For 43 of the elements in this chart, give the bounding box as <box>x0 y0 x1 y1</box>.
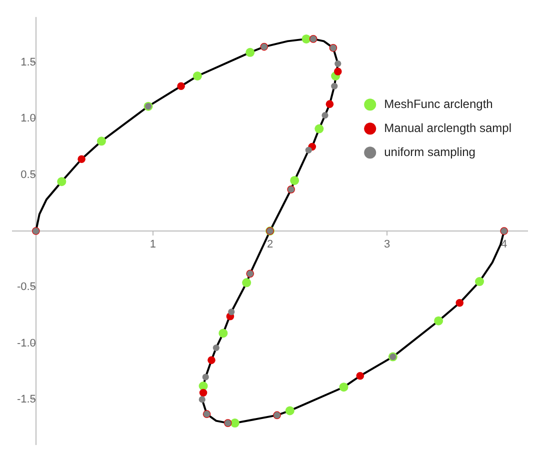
point <box>57 177 66 186</box>
point <box>208 356 216 364</box>
point <box>177 82 185 90</box>
y-tick-label: 0.5 <box>20 168 36 181</box>
point <box>202 374 209 380</box>
point <box>192 72 202 81</box>
point <box>314 124 324 134</box>
point <box>199 388 208 397</box>
point <box>475 277 484 286</box>
point <box>434 316 444 326</box>
point <box>326 100 334 108</box>
point <box>246 48 255 57</box>
legend-label: MeshFunc arclength <box>384 96 493 111</box>
point <box>302 34 311 44</box>
point <box>356 372 364 380</box>
x-tick-label: 1 <box>150 238 156 251</box>
point <box>78 155 86 164</box>
point <box>305 146 312 154</box>
y-tick-label: -1.5 <box>16 394 36 406</box>
point <box>198 396 206 403</box>
x-tick-label: 2 <box>266 238 274 251</box>
legend-label: uniform sampling <box>384 144 476 159</box>
y-tick-label: -0.5 <box>16 281 36 294</box>
point <box>212 344 220 352</box>
point <box>230 418 240 428</box>
x-tick-label: 3 <box>384 238 390 251</box>
y-tick-label: 1.0 <box>20 112 36 125</box>
point <box>322 112 328 119</box>
point <box>285 406 294 416</box>
point <box>339 382 348 392</box>
point <box>331 82 338 90</box>
legend-label: Manual arclength sampl <box>384 120 512 135</box>
x-tick-label: 4 <box>501 238 508 251</box>
point <box>334 60 342 67</box>
point <box>96 136 106 146</box>
y-tick-label: 1.5 <box>20 56 36 69</box>
point <box>334 68 342 76</box>
point <box>218 328 228 338</box>
point <box>456 298 464 307</box>
point <box>242 278 252 288</box>
y-tick-label: -1.0 <box>16 337 36 350</box>
point <box>290 176 300 185</box>
point <box>228 308 235 316</box>
